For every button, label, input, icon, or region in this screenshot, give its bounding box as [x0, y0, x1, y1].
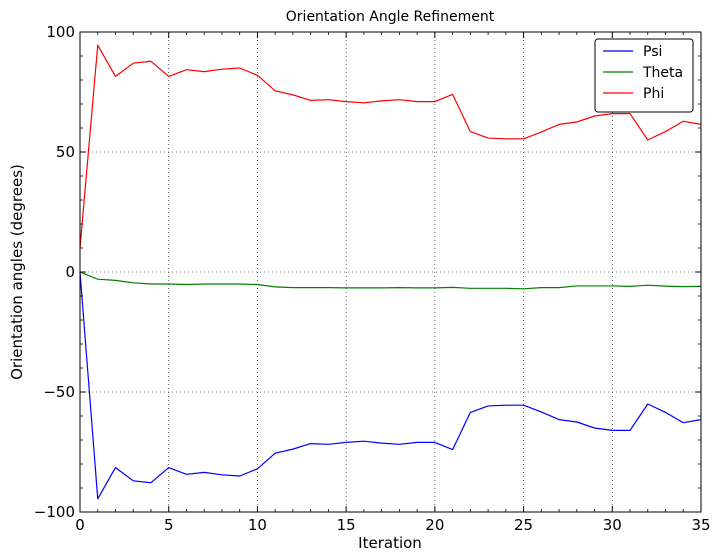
x-tick-label: 0 — [75, 516, 85, 534]
x-tick-label: 10 — [248, 516, 267, 534]
x-axis-label: Iteration — [358, 534, 422, 552]
y-tick-label: −100 — [34, 503, 75, 521]
y-tick-label: 100 — [46, 23, 75, 41]
x-tick-label: 5 — [164, 516, 174, 534]
tick-labels: 0 5 10 15 20 25 30 35 −100 −50 0 50 100 — [34, 23, 711, 534]
series-line-psi — [79, 271, 702, 500]
legend-label-psi: Psi — [643, 44, 662, 60]
tick-marks — [79, 31, 702, 513]
legend-box — [594, 38, 694, 113]
series-lines — [79, 44, 702, 500]
legend-label-theta: Theta — [642, 65, 683, 81]
x-tick-label: 35 — [691, 516, 710, 534]
x-tick-label: 20 — [425, 516, 444, 534]
series-line-theta — [79, 271, 702, 290]
legend-label-phi: Phi — [643, 86, 664, 102]
x-tick-label: 15 — [337, 516, 356, 534]
chart-title: Orientation Angle Refinement — [286, 9, 495, 25]
x-tick-label: 25 — [514, 516, 533, 534]
y-tick-label: 0 — [65, 263, 75, 281]
legend: Psi Theta Phi — [594, 38, 694, 113]
y-axis-label: Orientation angles (degrees) — [8, 164, 26, 380]
series-line-phi — [79, 44, 702, 249]
x-tick-label: 30 — [603, 516, 622, 534]
y-tick-label: 50 — [56, 143, 75, 161]
y-tick-label: −50 — [43, 383, 75, 401]
